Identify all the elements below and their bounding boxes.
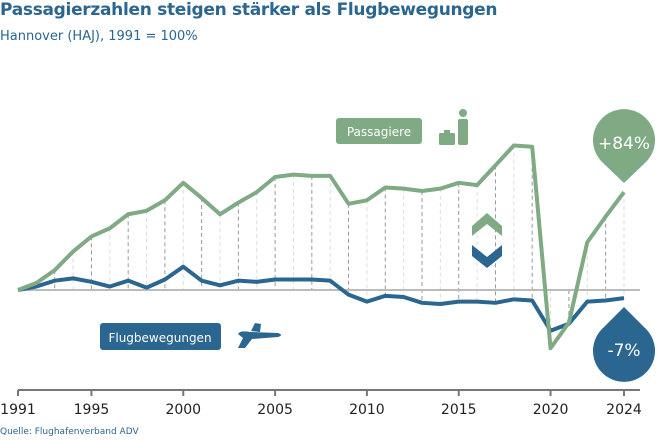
chart-subtitle: Hannover (HAJ), 1991 = 100% — [0, 29, 198, 44]
airplane-icon — [238, 323, 281, 348]
chevron-up-icon — [472, 213, 502, 236]
legend-label-passagiere: Passagiere — [347, 125, 411, 139]
x-tick-label: 2024 — [606, 402, 642, 418]
end-label-flugbewegungen: -7% — [593, 307, 655, 382]
x-tick-label: 1991 — [0, 402, 36, 418]
legend-label-flugbewegungen: Flugbewegungen — [108, 331, 211, 345]
source-note: Quelle: Flughafenverband ADV — [0, 427, 139, 437]
legend-passagiere: Passagiere — [336, 109, 468, 145]
x-tick-label: 2005 — [257, 402, 293, 418]
end-label-passagiere: +84% — [593, 109, 656, 183]
x-tick-label: 1995 — [74, 402, 110, 418]
end-label-passagiere-text: +84% — [598, 134, 650, 154]
legend-flugbewegungen: Flugbewegungen — [100, 323, 281, 350]
series-line-flugbewegungen — [17, 264, 625, 333]
series-line-passagiere — [17, 143, 626, 351]
x-tick-label: 2020 — [533, 402, 569, 418]
chart-title: Passagierzahlen steigen stärker als Flug… — [0, 0, 498, 20]
traveler-with-suitcase-icon — [439, 109, 468, 145]
chevron-down-icon — [472, 245, 502, 268]
x-tick-label: 2010 — [349, 402, 385, 418]
x-tick-label: 2000 — [165, 402, 201, 418]
end-label-flugbewegungen-text: -7% — [607, 341, 640, 361]
x-tick-label: 2015 — [441, 402, 477, 418]
